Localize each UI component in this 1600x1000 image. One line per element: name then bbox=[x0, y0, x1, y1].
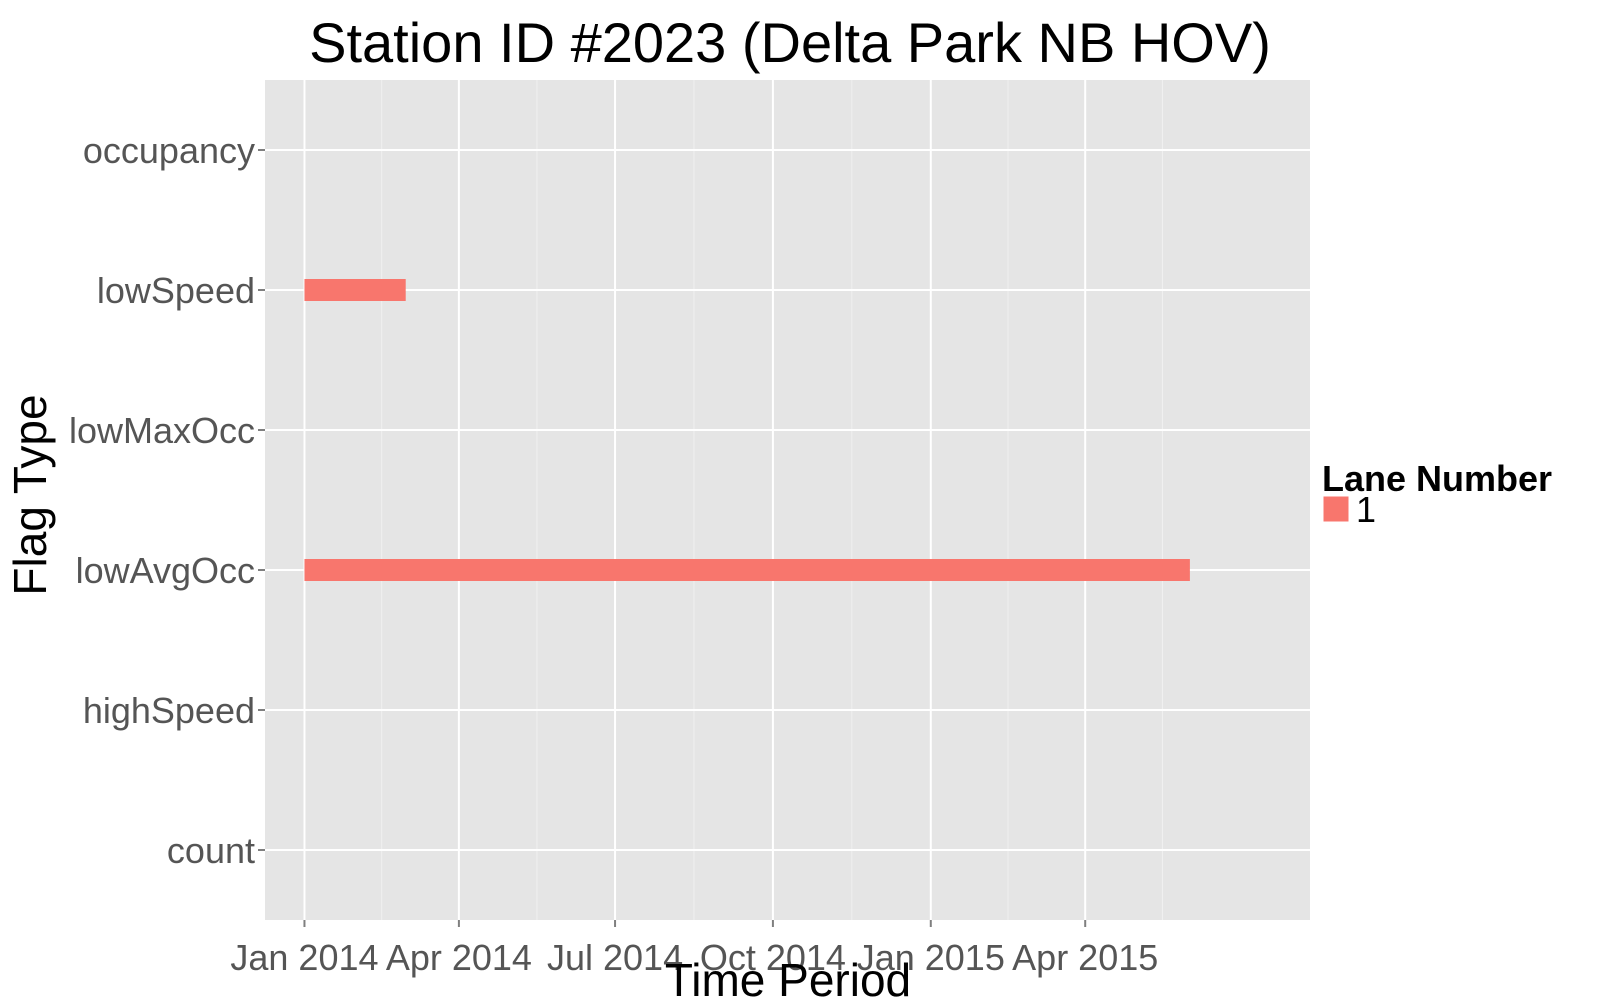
y-axis-title: Flag Type bbox=[4, 394, 56, 595]
x-tick-label: Jul 2014 bbox=[547, 937, 683, 978]
y-tick-label: count bbox=[167, 830, 255, 871]
legend-label-lane-1: 1 bbox=[1356, 489, 1376, 530]
x-tick-label: Jan 2015 bbox=[857, 937, 1005, 978]
x-axis: Jan 2014 Apr 2014 Jul 2014 Oct 2014 Jan 2015… bbox=[230, 920, 1158, 978]
x-tick-label: Oct 2014 bbox=[700, 937, 846, 978]
y-tick-label: highSpeed bbox=[83, 690, 255, 731]
y-tick-label: occupancy bbox=[83, 130, 255, 171]
x-axis-title: Time Period bbox=[665, 954, 911, 1000]
x-tick-label: Apr 2015 bbox=[1012, 937, 1158, 978]
legend-title: Lane Number bbox=[1322, 458, 1552, 499]
bar-segment-lowAvgOcc bbox=[304, 559, 1190, 581]
x-tick-label: Apr 2014 bbox=[386, 937, 532, 978]
legend: Lane Number 1 bbox=[1322, 458, 1552, 530]
x-tick-label: Jan 2014 bbox=[230, 937, 378, 978]
bar-segments bbox=[304, 279, 1190, 581]
y-tick-label: lowSpeed bbox=[97, 270, 255, 311]
chart-title: Station ID #2023 (Delta Park NB HOV) bbox=[309, 11, 1271, 74]
y-tick-label: lowMaxOcc bbox=[69, 410, 255, 451]
y-tick-label: lowAvgOcc bbox=[76, 550, 255, 591]
legend-swatch-lane-1 bbox=[1322, 495, 1350, 523]
plot-panel bbox=[265, 80, 1310, 920]
y-axis: occupancy lowSpeed lowMaxOcc lowAvgOcc highS… bbox=[69, 130, 265, 871]
grid-lines bbox=[265, 80, 1310, 920]
bar-segment-lowSpeed bbox=[304, 279, 406, 301]
